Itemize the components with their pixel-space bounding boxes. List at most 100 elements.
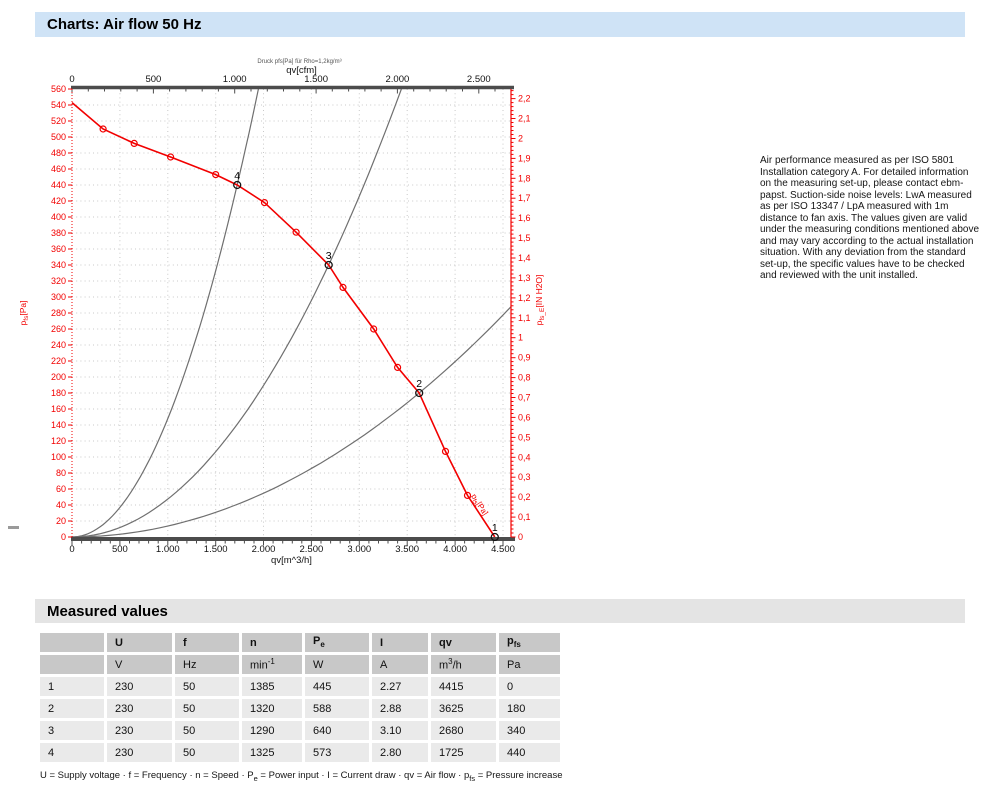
table-cell: 2.88 <box>372 699 428 718</box>
svg-text:2.500: 2.500 <box>467 74 491 85</box>
svg-text:240: 240 <box>51 340 66 350</box>
table-cell: 230 <box>107 699 172 718</box>
svg-text:0,3: 0,3 <box>518 472 531 482</box>
svg-text:300: 300 <box>51 292 66 302</box>
svg-text:1: 1 <box>518 333 523 343</box>
svg-text:400: 400 <box>51 212 66 222</box>
table-cell: 4415 <box>431 677 496 696</box>
page-margin-marker <box>8 526 19 529</box>
table-cell: Pa <box>499 655 560 674</box>
svg-text:qv[cfm]: qv[cfm] <box>286 65 317 76</box>
svg-text:2.500: 2.500 <box>300 544 324 555</box>
svg-text:3.000: 3.000 <box>347 544 371 555</box>
svg-text:0,1: 0,1 <box>518 512 531 522</box>
table-cell: V <box>107 655 172 674</box>
table-cell: 640 <box>305 721 369 740</box>
measurement-note: Air performance measured as per ISO 5801… <box>760 155 980 281</box>
table-cell: qv <box>431 633 496 652</box>
table-cell: 1290 <box>242 721 302 740</box>
svg-text:0: 0 <box>518 532 523 542</box>
table-cell: 340 <box>499 721 560 740</box>
table-row: 3 230 50 1290 640 3.10 2680 340 <box>40 721 560 740</box>
svg-text:160: 160 <box>51 404 66 414</box>
svg-text:pfs[Pa]: pfs[Pa] <box>18 301 30 326</box>
svg-text:1,1: 1,1 <box>518 313 531 323</box>
svg-text:0: 0 <box>69 544 74 555</box>
svg-text:100: 100 <box>51 452 66 462</box>
svg-text:3.500: 3.500 <box>395 544 419 555</box>
svg-text:40: 40 <box>56 500 66 510</box>
svg-text:340: 340 <box>51 260 66 270</box>
page-title: Charts: Air flow 50 Hz <box>47 16 202 33</box>
table-cell: 573 <box>305 743 369 762</box>
svg-text:Druck pfs[Pa] für Rho=1,2kg/m³: Druck pfs[Pa] für Rho=1,2kg/m³ <box>257 59 341 65</box>
legend-segment: fs <box>469 773 476 783</box>
table-cell: n <box>242 633 302 652</box>
svg-text:1: 1 <box>492 522 498 534</box>
svg-text:220: 220 <box>51 356 66 366</box>
table-cell: 588 <box>305 699 369 718</box>
svg-text:2.000: 2.000 <box>252 544 276 555</box>
table-row: 2 230 50 1320 588 2.88 3625 180 <box>40 699 560 718</box>
svg-text:360: 360 <box>51 244 66 254</box>
svg-text:500: 500 <box>145 74 161 85</box>
svg-text:0,6: 0,6 <box>518 412 531 422</box>
table-cell: 1385 <box>242 677 302 696</box>
svg-text:4.000: 4.000 <box>443 544 467 555</box>
table-cell <box>40 633 104 652</box>
table-cell: 4 <box>40 743 104 762</box>
svg-text:pfs_E[IN H2O]: pfs_E[IN H2O] <box>534 275 546 326</box>
table-cell: Hz <box>175 655 239 674</box>
svg-text:1.500: 1.500 <box>204 544 228 555</box>
svg-text:280: 280 <box>51 308 66 318</box>
table-cell: pfs <box>499 633 560 652</box>
table-cell <box>40 655 104 674</box>
table-cell: 3 <box>40 721 104 740</box>
table-cell: 2680 <box>431 721 496 740</box>
svg-text:1.500: 1.500 <box>304 74 328 85</box>
svg-text:0,5: 0,5 <box>518 432 531 442</box>
svg-text:180: 180 <box>51 388 66 398</box>
svg-text:1,3: 1,3 <box>518 273 531 283</box>
svg-text:60: 60 <box>56 484 66 494</box>
table-cell: 50 <box>175 743 239 762</box>
airflow-chart: 0 500 1.000 1.500 2.000 2.500 qv[cfm]Druck pfs… <box>18 59 546 566</box>
table-cell: 50 <box>175 699 239 718</box>
svg-text:1,8: 1,8 <box>518 173 531 183</box>
table-cell: U <box>107 633 172 652</box>
page-header: Charts: Air flow 50 Hz <box>35 12 965 37</box>
svg-text:520: 520 <box>51 116 66 126</box>
svg-text:140: 140 <box>51 420 66 430</box>
table-cell: 1325 <box>242 743 302 762</box>
table-cell: 440 <box>499 743 560 762</box>
svg-text:1.000: 1.000 <box>156 544 180 555</box>
svg-text:460: 460 <box>51 164 66 174</box>
svg-text:4.500: 4.500 <box>491 544 515 555</box>
table-cell: 2 <box>40 699 104 718</box>
svg-text:260: 260 <box>51 324 66 334</box>
svg-text:320: 320 <box>51 276 66 286</box>
svg-text:qv[m^3/h]: qv[m^3/h] <box>271 555 312 566</box>
table-row: 1 230 50 1385 445 2.27 4415 0 <box>40 677 560 696</box>
legend-segment: = Power input · I = Current draw · qv = … <box>257 770 470 781</box>
legend-segment: U = Supply voltage · f = Frequency · n =… <box>40 770 254 781</box>
table-cell: 50 <box>175 677 239 696</box>
table-cell: 2.27 <box>372 677 428 696</box>
svg-text:4: 4 <box>234 170 240 182</box>
table-cell: W <box>305 655 369 674</box>
svg-text:0: 0 <box>61 532 66 542</box>
table-cell: 180 <box>499 699 560 718</box>
svg-text:0,2: 0,2 <box>518 492 531 502</box>
table-cell: 0 <box>499 677 560 696</box>
svg-text:480: 480 <box>51 148 66 158</box>
svg-text:420: 420 <box>51 196 66 206</box>
table-cell: m3/h <box>431 655 496 674</box>
svg-text:2.000: 2.000 <box>386 74 410 85</box>
table-cell: 3625 <box>431 699 496 718</box>
svg-text:0,7: 0,7 <box>518 393 531 403</box>
svg-text:1,7: 1,7 <box>518 193 531 203</box>
table-cell: 50 <box>175 721 239 740</box>
svg-text:2,1: 2,1 <box>518 114 531 124</box>
svg-text:80: 80 <box>56 468 66 478</box>
